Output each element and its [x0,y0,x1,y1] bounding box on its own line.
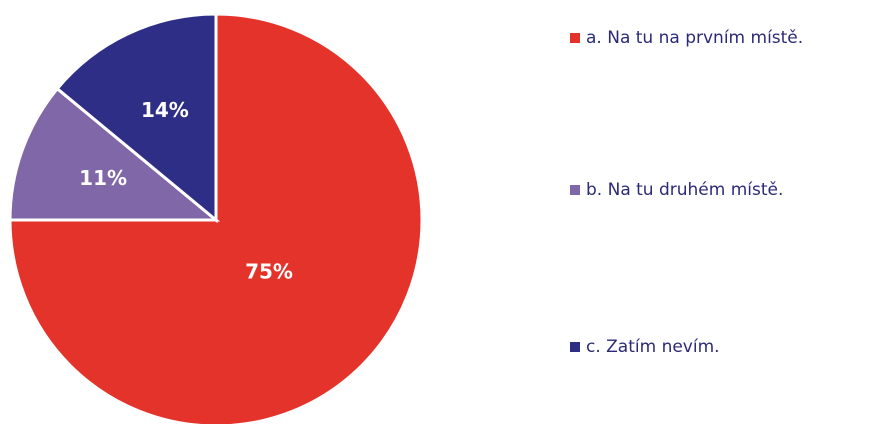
pie-slice [8,12,424,424]
value-label: 75% [245,260,293,284]
legend-swatch [570,342,580,352]
legend-label: c. Zatím nevím. [586,337,720,357]
value-label: 14% [141,98,189,122]
pie-slice [8,86,221,222]
legend-label: b. Na tu druhém místě. [586,180,783,200]
legend-swatch [570,33,580,43]
value-label: 11% [79,166,127,190]
pie-slice [55,12,218,224]
legend-swatch [570,185,580,195]
legend-label: a. Na tu na prvním místě. [586,28,803,48]
